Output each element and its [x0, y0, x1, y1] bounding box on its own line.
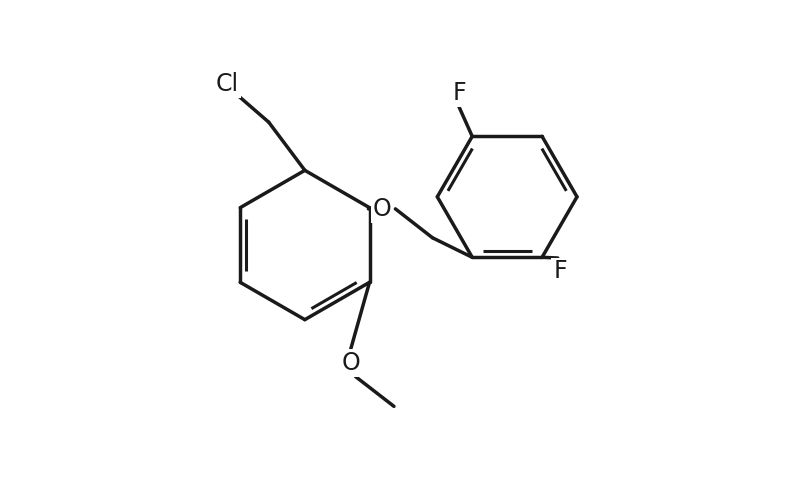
Text: F: F: [552, 260, 566, 284]
Text: O: O: [341, 351, 359, 375]
Text: O: O: [372, 197, 391, 221]
Text: F: F: [452, 81, 466, 105]
Text: Cl: Cl: [216, 72, 238, 96]
